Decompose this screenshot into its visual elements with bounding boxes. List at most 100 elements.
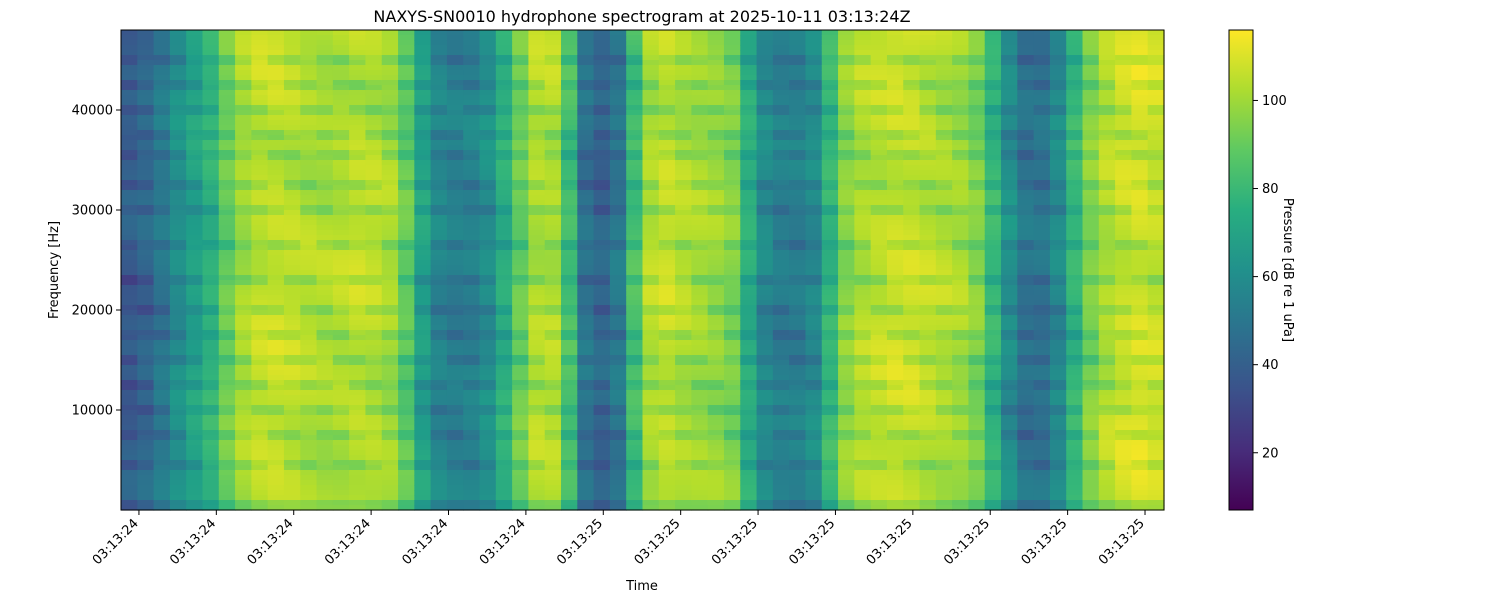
heatmap-cell <box>593 380 611 386</box>
heatmap-cell <box>707 400 725 406</box>
heatmap-cell <box>446 460 464 466</box>
heatmap-cell <box>121 200 138 206</box>
heatmap-cell <box>838 245 855 251</box>
heatmap-cell <box>381 135 399 141</box>
heatmap-cell <box>251 440 269 446</box>
heatmap-cell <box>544 410 562 416</box>
heatmap-cell <box>593 215 611 221</box>
heatmap-cell <box>218 420 236 426</box>
heatmap-cell <box>903 240 921 246</box>
heatmap-cell <box>919 475 937 481</box>
heatmap-cell <box>805 75 823 81</box>
heatmap-cell <box>186 35 204 41</box>
heatmap-cell <box>675 485 692 491</box>
heatmap-cell <box>854 330 872 336</box>
heatmap-cell <box>235 260 252 266</box>
heatmap-cell <box>365 500 383 506</box>
heatmap-cell <box>446 60 464 66</box>
heatmap-cell <box>153 445 171 451</box>
heatmap-cell <box>789 385 807 391</box>
heatmap-cell <box>870 405 888 411</box>
heatmap-cell <box>121 310 138 316</box>
heatmap-cell <box>968 50 986 56</box>
heatmap-cell <box>642 55 660 61</box>
heatmap-cell <box>789 235 807 241</box>
heatmap-cell <box>381 220 399 226</box>
heatmap-cell <box>691 260 709 266</box>
heatmap-cell <box>316 230 334 236</box>
heatmap-cell <box>446 80 464 86</box>
heatmap-cell <box>512 50 530 56</box>
heatmap-cell <box>886 360 904 366</box>
heatmap-cell <box>740 310 758 316</box>
heatmap-cell <box>756 415 774 421</box>
heatmap-cell <box>675 280 692 286</box>
heatmap-cell <box>381 140 399 146</box>
heatmap-cell <box>235 345 252 351</box>
heatmap-cell <box>267 420 285 426</box>
heatmap-cell <box>789 115 807 121</box>
heatmap-cell <box>121 300 138 306</box>
heatmap-cell <box>137 35 155 41</box>
heatmap-cell <box>772 190 790 196</box>
heatmap-cell <box>186 300 204 306</box>
heatmap-cell <box>772 260 790 266</box>
heatmap-cell <box>512 250 530 256</box>
heatmap-cell <box>642 335 660 341</box>
heatmap-cell <box>381 115 399 121</box>
heatmap-cell <box>349 290 367 296</box>
heatmap-cell <box>886 490 904 496</box>
heatmap-cell <box>528 210 546 216</box>
heatmap-cell <box>658 310 676 316</box>
heatmap-cell <box>463 60 481 66</box>
heatmap-cell <box>430 210 448 216</box>
heatmap-cell <box>430 190 448 196</box>
heatmap-cell <box>805 255 823 261</box>
heatmap-cell <box>854 390 872 396</box>
heatmap-cell <box>642 330 660 336</box>
heatmap-cell <box>658 245 676 251</box>
heatmap-cell <box>153 55 171 61</box>
heatmap-cell <box>202 235 220 241</box>
heatmap-cell <box>723 280 741 286</box>
heatmap-cell <box>577 285 595 291</box>
heatmap-cell <box>886 165 904 171</box>
heatmap-cell <box>756 155 774 161</box>
heatmap-cell <box>446 420 464 426</box>
heatmap-cell <box>267 495 285 501</box>
heatmap-cell <box>691 245 709 251</box>
heatmap-cell <box>463 55 481 61</box>
heatmap-cell <box>870 485 888 491</box>
heatmap-cell <box>544 105 562 111</box>
heatmap-cell <box>430 400 448 406</box>
heatmap-cell <box>609 345 627 351</box>
heatmap-cell <box>267 175 285 181</box>
heatmap-cell <box>186 45 204 51</box>
heatmap-cell <box>544 165 562 171</box>
heatmap-cell <box>756 150 774 156</box>
heatmap-cell <box>381 175 399 181</box>
heatmap-cell <box>854 440 872 446</box>
heatmap-cell <box>430 375 448 381</box>
heatmap-cell <box>332 275 350 281</box>
heatmap-cell <box>642 50 660 56</box>
heatmap-cell <box>121 465 138 471</box>
heatmap-cell <box>267 75 285 81</box>
heatmap-cell <box>935 410 953 416</box>
heatmap-cell <box>886 130 904 136</box>
heatmap-cell <box>283 230 301 236</box>
heatmap-cell <box>169 415 187 421</box>
heatmap-cell <box>121 220 138 226</box>
heatmap-cell <box>446 195 464 201</box>
heatmap-cell <box>577 250 595 256</box>
heatmap-cell <box>935 350 953 356</box>
heatmap-cell <box>121 130 138 136</box>
heatmap-cell <box>528 60 546 66</box>
heatmap-cell <box>854 250 872 256</box>
heatmap-cell <box>772 380 790 386</box>
heatmap-cell <box>919 195 937 201</box>
heatmap-cell <box>642 380 660 386</box>
heatmap-cell <box>609 320 627 326</box>
heatmap-cell <box>854 175 872 181</box>
heatmap-cell <box>609 435 627 441</box>
